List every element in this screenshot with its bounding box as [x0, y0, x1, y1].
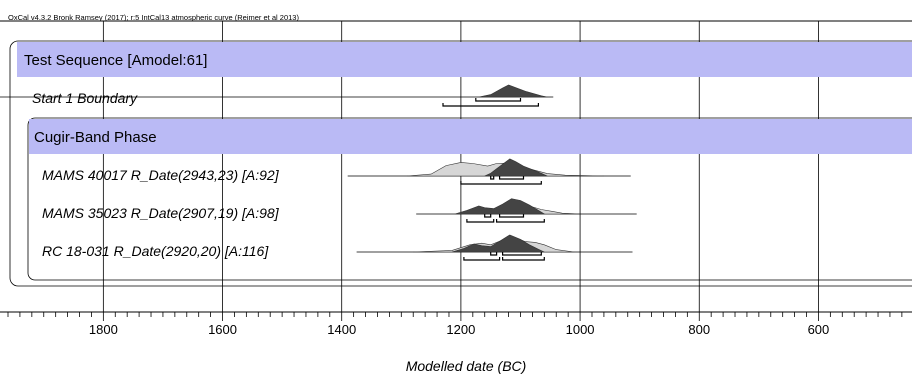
boundary-posterior [478, 84, 548, 98]
tick-label-1000: 1000 [566, 322, 595, 337]
date-label-2: RC 18-031 R_Date(2920,20) [A:116] [42, 243, 269, 259]
date-posterior-1 [454, 198, 546, 215]
x-axis-label: Modelled date (BC) [405, 358, 527, 374]
phase-frame [27, 117, 912, 281]
date-range-68-2-0 [490, 252, 498, 256]
sequence-label: Test Sequence [Amodel:61] [24, 52, 207, 69]
date-range-95-1-0 [466, 219, 495, 223]
phase-label: Cugir-Band Phase [34, 129, 157, 146]
tick-label-1400: 1400 [327, 322, 356, 337]
row-labels: Test Sequence [Amodel:61] Start 1 Bounda… [24, 52, 280, 259]
tick-label-600: 600 [808, 322, 830, 337]
date-range-68-0-0 [490, 176, 495, 180]
date-label-0: MAMS 40017 R_Date(2943,23) [A:92] [42, 167, 280, 183]
sequence-frame [9, 40, 912, 287]
date-range-68-2-1 [502, 252, 542, 256]
tick-label-1800: 1800 [89, 322, 118, 337]
date-posterior-2 [451, 234, 545, 253]
tick-label-800: 800 [688, 322, 710, 337]
phase-band [29, 119, 912, 154]
tick-label-1600: 1600 [208, 322, 237, 337]
boundary-range-95-0 [442, 103, 539, 107]
date-range-95-2-0 [463, 257, 501, 261]
date-rows [0, 84, 637, 261]
date-range-68-0-1 [499, 176, 525, 180]
boundary-range-68-0 [475, 98, 522, 102]
date-posterior-0 [484, 158, 548, 177]
tick-label-1200: 1200 [446, 322, 475, 337]
date-range-95-1-1 [496, 219, 545, 223]
software-credit: OxCal v4.3.2 Bronk Ramsey (2017); r:5 In… [8, 13, 299, 22]
panels [9, 40, 912, 287]
sequence-band [17, 42, 912, 77]
x-axis: 1800 1600 1400 1200 1000 800 600 [0, 311, 912, 337]
date-range-95-0-0 [460, 181, 542, 185]
date-range-68-1-1 [499, 214, 525, 218]
date-label-1: MAMS 35023 R_Date(2907,19) [A:98] [42, 205, 280, 221]
date-range-68-1-0 [484, 214, 492, 218]
date-range-95-2-1 [502, 257, 545, 261]
boundary-label: Start 1 Boundary [32, 90, 138, 106]
